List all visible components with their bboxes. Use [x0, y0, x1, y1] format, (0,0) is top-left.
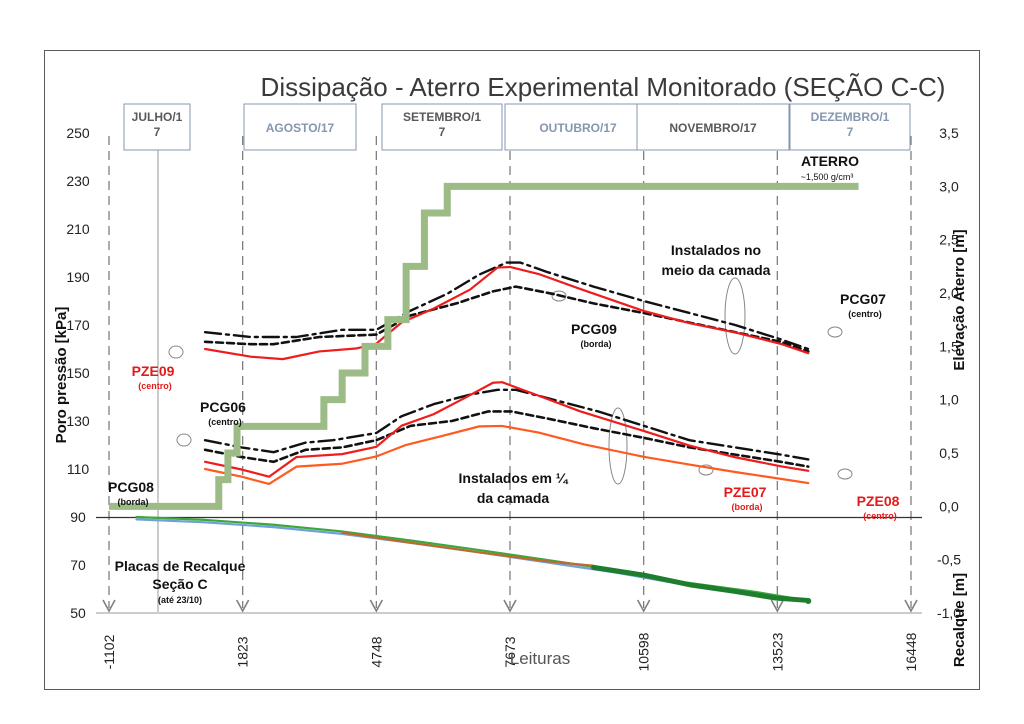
- y-left-tick-label: 70: [70, 557, 86, 573]
- x-tick-label: 13523: [769, 632, 785, 671]
- series-line-aterro: [109, 182, 859, 510]
- x-tick-label: 7673: [502, 636, 518, 667]
- y-right-lower-axis-title: Recalque [m]: [951, 573, 968, 667]
- chart-frame: [44, 50, 980, 690]
- y-left-tick-label: 230: [66, 173, 90, 189]
- pcg08-label: PCG08: [108, 479, 154, 495]
- x-tick-label: 10598: [636, 632, 652, 671]
- month-label: SETEMBRO/1 7: [403, 110, 481, 139]
- month-box: [123, 103, 191, 151]
- pcg07-label: PCG07: [840, 291, 886, 307]
- pcg06-label: PCG06: [200, 399, 246, 415]
- annotation-ellipse: [168, 345, 184, 359]
- annotation-ellipse: [837, 468, 853, 480]
- y-left-axis-title: Poro pressão [kPa]: [53, 307, 70, 444]
- x-gridline-arrow: [770, 599, 785, 613]
- annotation-ellipse: [827, 326, 843, 338]
- y-left-tick-label: 50: [70, 605, 86, 621]
- x-tick-label: 16448: [903, 632, 919, 671]
- x-gridline-arrow: [235, 599, 250, 613]
- pcg09-label: PCG09: [571, 321, 617, 337]
- series-line-placas-de-recalque: [590, 564, 811, 603]
- y-left-tick-label: 250: [66, 125, 90, 141]
- y-left-tick-label: 190: [66, 269, 90, 285]
- y-right-tick-label: 2,5: [939, 232, 959, 248]
- month-label: OUTUBRO/17: [539, 121, 617, 135]
- y-right-tick-label: 1,0: [939, 392, 959, 408]
- y-right-tick-label: 0,5: [939, 445, 959, 461]
- month-label: AGOSTO/17: [266, 121, 335, 135]
- annotation-ellipse: [608, 407, 628, 485]
- annotation-ellipse: [176, 433, 192, 447]
- series-line-pcg07: [203, 261, 810, 351]
- x-axis-title: Leituras: [510, 649, 570, 668]
- pcg06-sublabel: (centro): [208, 417, 242, 427]
- pze09-sublabel: (centro): [138, 381, 172, 391]
- series-line-pcg09: [203, 285, 810, 353]
- y-right-axis-title: Elevação Aterro [m]: [951, 229, 968, 370]
- annotation-ellipse: [724, 277, 746, 355]
- upper-group-label: Instalados no meio da camada: [662, 242, 771, 278]
- series-line-placas-de-recalque: [341, 531, 595, 567]
- pcg07-sublabel: (centro): [848, 309, 882, 319]
- y-right-tick-label: 3,0: [939, 178, 959, 194]
- month-box: [243, 103, 357, 151]
- x-gridline-arrow: [636, 599, 651, 613]
- month-label: DEZEMBRO/1 7: [811, 110, 890, 139]
- y-left-tick-label: 130: [66, 413, 90, 429]
- month-label: NOVEMBRO/17: [669, 121, 757, 135]
- month-label: JULHO/1 7: [132, 110, 183, 139]
- y-left-tick-label: 210: [66, 221, 90, 237]
- y-right-tick-label: -1,0: [937, 605, 961, 621]
- aterro-density: ~1,500 g/cm³: [801, 172, 854, 182]
- series-line-pze09: [203, 265, 810, 361]
- settlement-end-marker: [805, 598, 812, 604]
- y-right-tick-label: -0,5: [937, 552, 961, 568]
- annotation-ellipse: [698, 464, 714, 476]
- pze08-label: PZE08: [857, 493, 900, 509]
- y-right-tick-label: 1,5: [939, 338, 959, 354]
- month-box: [381, 103, 503, 151]
- chart-title: Dissipação - Aterro Experimental Monitor…: [261, 72, 946, 102]
- series-line-pcg06: [203, 388, 810, 461]
- month-box: [504, 103, 652, 151]
- pze08-sublabel: (centro): [863, 511, 897, 521]
- annotation-ellipse: [551, 290, 567, 302]
- y-right-tick-label: 2,0: [939, 285, 959, 301]
- placas-title: Placas de Recalque Seção C: [115, 558, 246, 592]
- pze09-label: PZE09: [132, 363, 175, 379]
- placas-note: (até 23/10): [158, 595, 202, 605]
- series-line-pze07: [203, 381, 810, 478]
- y-left-tick-label: 90: [70, 509, 86, 525]
- month-box: [636, 103, 790, 151]
- y-left-tick-label: 150: [66, 365, 90, 381]
- y-left-tick-label: 170: [66, 317, 90, 333]
- x-gridline-arrow: [904, 599, 918, 613]
- pcg08-sublabel: (borda): [118, 497, 149, 507]
- pze07-sublabel: (borda): [732, 502, 763, 512]
- y-right-tick-label: 3,5: [939, 125, 959, 141]
- lower-group-label: Instalados em ¼ da camada: [459, 470, 569, 506]
- x-gridline-arrow: [503, 599, 517, 613]
- x-tick-label: -1102: [101, 634, 117, 669]
- y-left-tick-label: 110: [67, 461, 90, 477]
- pze07-label: PZE07: [724, 484, 767, 500]
- y-right-tick-label: 0,0: [939, 498, 959, 514]
- month-box: [789, 103, 911, 151]
- x-tick-label: 4748: [368, 636, 384, 667]
- x-tick-label: 1823: [235, 636, 251, 667]
- aterro-label: ATERRO: [801, 153, 859, 169]
- pcg09-sublabel: (borda): [581, 339, 612, 349]
- series-line-pze08: [203, 424, 810, 486]
- x-gridline-arrow: [369, 599, 384, 613]
- x-gridline-arrow: [102, 599, 116, 613]
